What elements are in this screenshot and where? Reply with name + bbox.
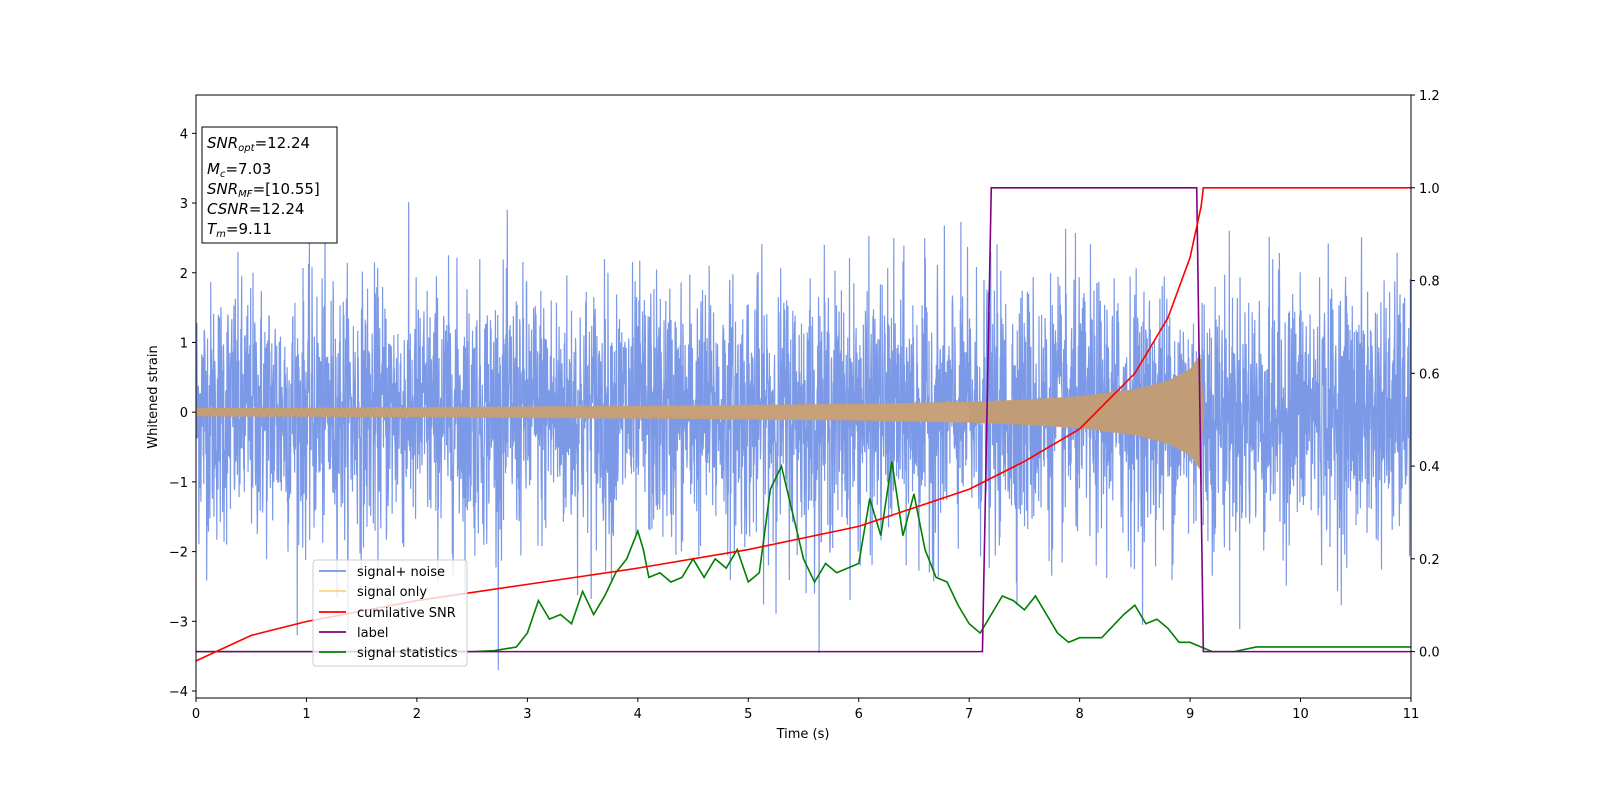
annotation-snr-mf: SNRMF=[10.55] [207, 180, 320, 200]
y-tick-label: −1 [169, 476, 188, 491]
x-tick-label: 11 [1403, 707, 1420, 722]
signal-only-oscillation [196, 401, 970, 423]
legend-label-signal-noise: signal+ noise [357, 565, 445, 580]
legend-label-label: label [357, 626, 388, 641]
y2-tick-label: 1.0 [1419, 182, 1440, 197]
y2-tick-label: 1.2 [1419, 89, 1440, 104]
x-tick-label: 9 [1186, 707, 1194, 722]
y2-tick-label: 0.2 [1419, 553, 1440, 568]
x-tick-label: 0 [192, 707, 200, 722]
x-tick-label: 2 [413, 707, 421, 722]
x-tick-label: 3 [523, 707, 531, 722]
x-tick-label: 1 [302, 707, 310, 722]
signal-noise-series [196, 202, 1411, 671]
plot-frame [195, 94, 1412, 699]
y-tick-label: −4 [169, 685, 188, 700]
legend-label-signal-statistics: signal statistics [357, 646, 458, 661]
y-tick-label: 4 [180, 127, 188, 142]
annotation-snr-opt: SNRopt=12.24 [207, 134, 310, 154]
legend-label-cumulative-snr: cumilative SNR [357, 606, 456, 621]
annotation-frame [201, 126, 338, 244]
annotation-chirp-mass: Mc=7.03 [207, 160, 271, 180]
x-axis-label: Time (s) [776, 727, 830, 742]
x-tick-label: 8 [1075, 707, 1083, 722]
x-tick-label: 7 [965, 707, 973, 722]
label-series [196, 186, 1411, 653]
signal-noise-trace [196, 202, 1411, 671]
x-tick-label: 6 [855, 707, 863, 722]
y-tick-label: 1 [180, 336, 188, 351]
annotation-box: SNRopt=12.24 Mc=7.03 SNRMF=[10.55] CSNR=… [201, 126, 338, 244]
legend-frame [312, 559, 468, 667]
y-tick-label: −3 [169, 615, 188, 630]
annotation-csnr: CSNR=12.24 [207, 200, 304, 218]
y-axis-label: Whitened strain [146, 345, 161, 448]
y2-tick-label: 0.8 [1419, 275, 1440, 290]
x-axis: 0 1 2 3 4 5 6 7 8 9 10 11 [192, 698, 1419, 722]
legend-label-signal-only: signal only [357, 585, 427, 600]
y-tick-label: 3 [180, 197, 188, 212]
y-tick-label: 0 [180, 406, 188, 421]
y-tick-label: 2 [180, 267, 188, 282]
y2-tick-label: 0.0 [1419, 646, 1440, 661]
x-tick-label: 5 [744, 707, 752, 722]
y-axis-left: −4 −3 −2 −1 0 1 2 3 4 [169, 127, 196, 700]
y-axis-right: 0.0 0.2 0.4 0.6 0.8 1.0 1.2 [1411, 89, 1440, 661]
x-tick-label: 4 [634, 707, 642, 722]
y2-tick-label: 0.4 [1419, 460, 1440, 475]
legend: signal+ noise signal only cumilative SNR… [312, 559, 468, 667]
x-tick-label: 10 [1292, 707, 1309, 722]
y2-tick-label: 0.6 [1419, 367, 1440, 382]
annotation-merger-time: Tm=9.11 [207, 220, 272, 240]
signal-statistics-series [196, 461, 1411, 653]
y-tick-label: −2 [169, 546, 188, 561]
